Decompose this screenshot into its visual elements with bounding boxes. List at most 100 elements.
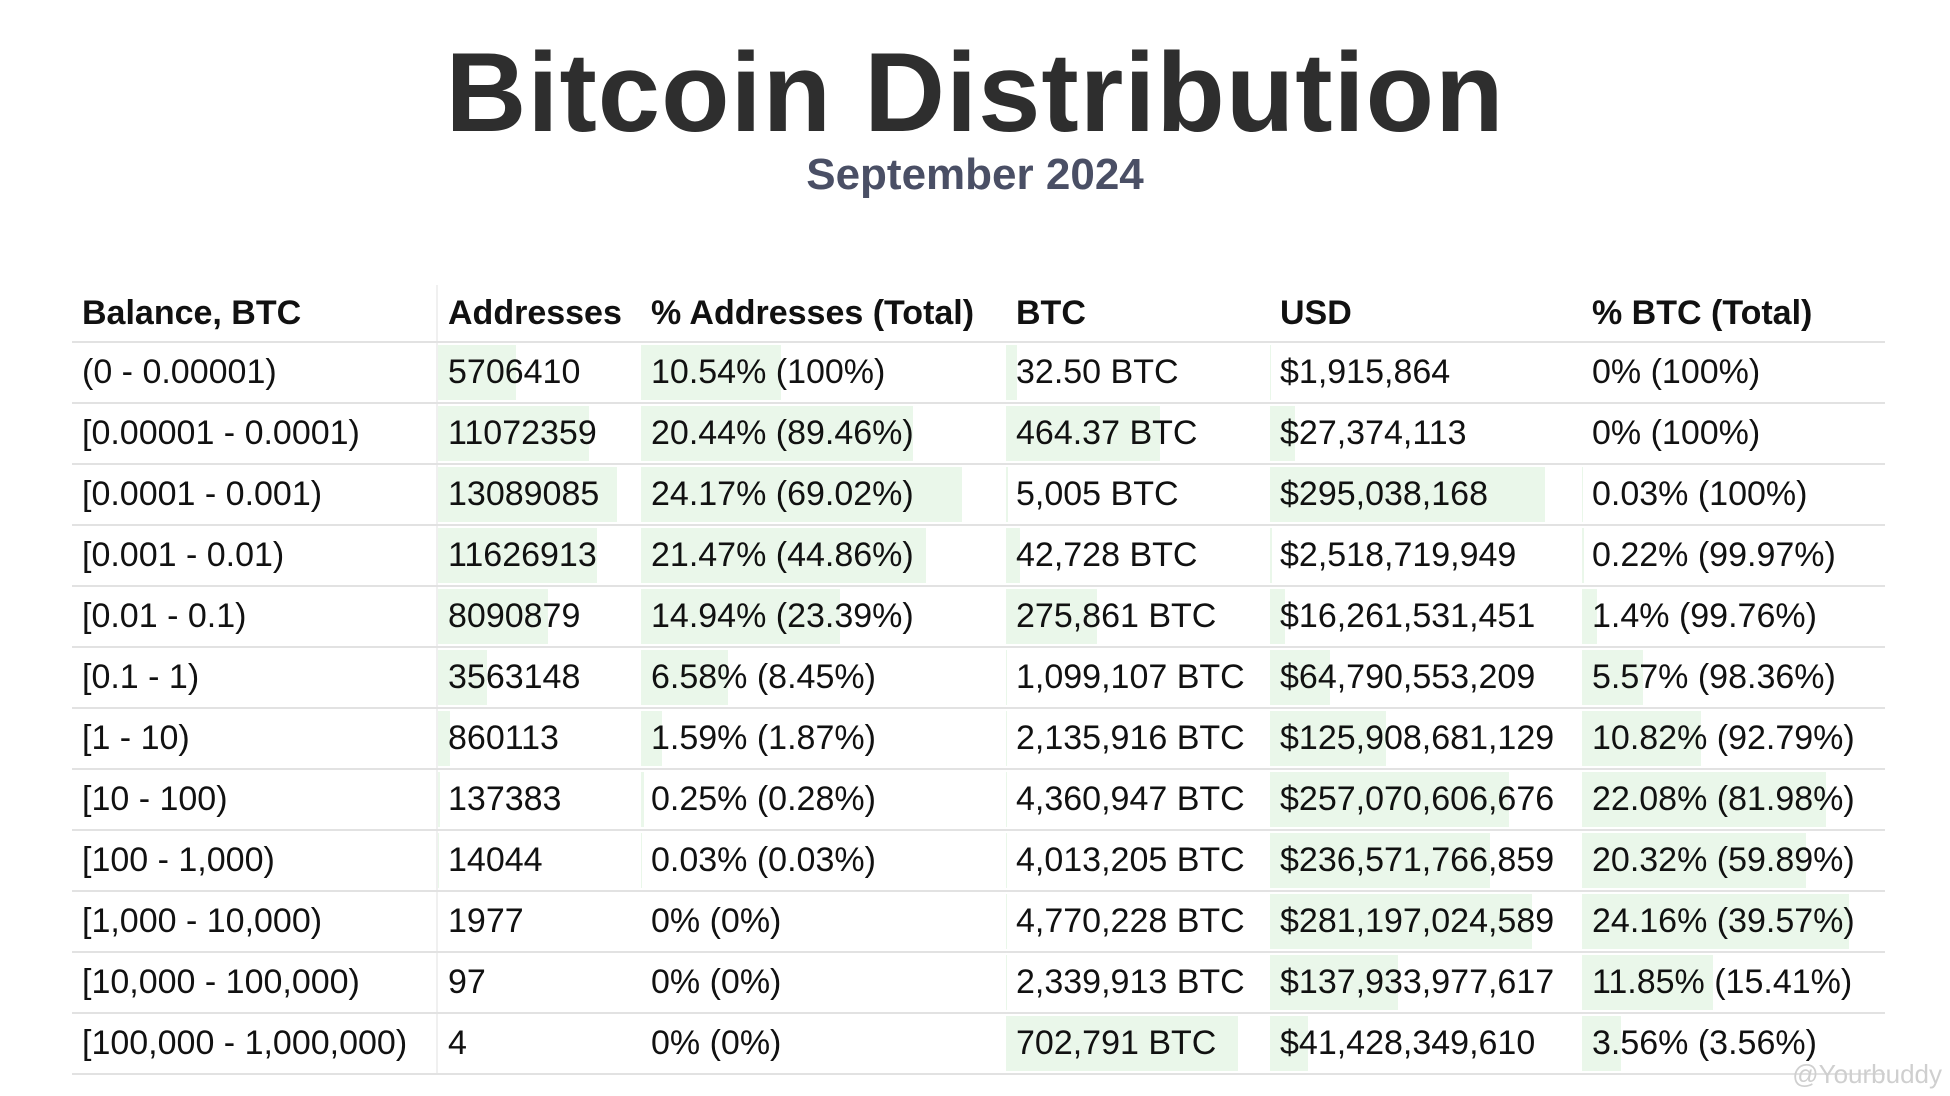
- data-bar: [1270, 406, 1296, 461]
- table-cell: 860113: [436, 708, 641, 770]
- cell-text: 275,861 BTC: [1016, 597, 1217, 635]
- data-bar: [1270, 894, 1532, 949]
- data-bar: [1006, 894, 1008, 949]
- table-cell: 6.58% (8.45%): [641, 647, 1006, 709]
- table-row: [1,000 - 10,000) 1977 0% (0%) 4,770,228 BTC…: [72, 891, 1885, 953]
- cell-text: (0 - 0.00001): [82, 353, 277, 391]
- table-row: [0.0001 - 0.001) 13089085 24.17% (69.02%) 5…: [72, 464, 1885, 526]
- cell-text: 0.22% (99.97%): [1592, 536, 1836, 574]
- table-cell: [0.001 - 0.01): [72, 525, 437, 587]
- table-cell: [100,000 - 1,000,000): [72, 1013, 437, 1075]
- cell-text: 0.03% (0.03%): [651, 841, 876, 879]
- data-bar: [438, 467, 617, 522]
- cell-text: $281,197,024,589: [1280, 902, 1555, 940]
- cell-text: 464.37 BTC: [1016, 414, 1198, 452]
- table-cell: 42,728 BTC: [1006, 525, 1270, 587]
- cell-text: 6.58% (8.45%): [651, 658, 876, 696]
- table-cell: 2,135,916 BTC: [1006, 708, 1270, 770]
- table-cell: 5,005 BTC: [1006, 464, 1270, 526]
- table-cell: 0% (100%): [1582, 342, 1885, 404]
- cell-text: $137,933,977,617: [1280, 963, 1555, 1001]
- cell-text: 5706410: [448, 353, 581, 391]
- cell-text: 0% (0%): [651, 1024, 782, 1062]
- cell-text: 24.17% (69.02%): [651, 475, 914, 513]
- data-bar: [1006, 833, 1008, 888]
- table-row: [100 - 1,000) 14044 0.03% (0.03%) 4,013,205…: [72, 830, 1885, 892]
- table-cell: 0.22% (99.97%): [1582, 525, 1885, 587]
- data-bar: [641, 711, 663, 766]
- table-cell: 5706410: [436, 342, 641, 404]
- table-cell: 4,360,947 BTC: [1006, 769, 1270, 831]
- table-row: (0 - 0.00001) 5706410 10.54% (100%) 32.50 B…: [72, 342, 1885, 404]
- cell-text: 11626913: [448, 536, 597, 574]
- table-cell: [100 - 1,000): [72, 830, 437, 892]
- column-header: BTC: [1006, 285, 1270, 343]
- cell-text: $125,908,681,129: [1280, 719, 1555, 757]
- table-cell: 97: [436, 952, 641, 1014]
- table-cell: 24.16% (39.57%): [1582, 891, 1885, 953]
- table-cell: 1,099,107 BTC: [1006, 647, 1270, 709]
- table-cell: [1,000 - 10,000): [72, 891, 437, 953]
- distribution-table: Balance, BTC Addresses% Addresses (Total)…: [72, 285, 1885, 1075]
- cell-text: 3563148: [448, 658, 581, 696]
- table-cell: [0.1 - 1): [72, 647, 437, 709]
- data-bar: [1006, 589, 1097, 644]
- table-cell: [0.0001 - 0.001): [72, 464, 437, 526]
- table-cell: $41,428,349,610: [1270, 1013, 1582, 1075]
- table-cell: 0% (0%): [641, 891, 1006, 953]
- data-bar: [1582, 589, 1598, 644]
- cell-text: 1.4% (99.76%): [1592, 597, 1817, 635]
- cell-text: 1,099,107 BTC: [1016, 658, 1245, 696]
- table-cell: 3563148: [436, 647, 641, 709]
- table-cell: 20.32% (59.89%): [1582, 830, 1885, 892]
- data-bar: [1270, 589, 1285, 644]
- table-cell: [0.00001 - 0.0001): [72, 403, 437, 465]
- cell-text: 11072359: [448, 414, 597, 452]
- table-cell: 0.03% (100%): [1582, 464, 1885, 526]
- cell-text: 20.44% (89.46%): [651, 414, 914, 452]
- table-cell: 0.25% (0.28%): [641, 769, 1006, 831]
- cell-text: $64,790,553,209: [1280, 658, 1536, 696]
- cell-text: 1.59% (1.87%): [651, 719, 876, 757]
- table-cell: 14044: [436, 830, 641, 892]
- table-cell: 22.08% (81.98%): [1582, 769, 1885, 831]
- header-row: Balance, BTC Addresses% Addresses (Total)…: [72, 285, 1885, 343]
- table-cell: 137383: [436, 769, 641, 831]
- data-bar: [1270, 955, 1398, 1010]
- cell-text: 2,135,916 BTC: [1016, 719, 1245, 757]
- cell-text: [0.1 - 1): [82, 658, 200, 696]
- cell-text: 8090879: [448, 597, 581, 635]
- table-cell: 24.17% (69.02%): [641, 464, 1006, 526]
- cell-text: 4,013,205 BTC: [1016, 841, 1245, 879]
- cell-text: 5,005 BTC: [1016, 475, 1179, 513]
- cell-text: [100 - 1,000): [82, 841, 275, 879]
- table-row: [1 - 10) 860113 1.59% (1.87%) 2,135,916 BTC…: [72, 708, 1885, 770]
- data-bar: [1006, 772, 1008, 827]
- table-cell: 3.56% (3.56%): [1582, 1013, 1885, 1075]
- cell-text: $16,261,531,451: [1280, 597, 1536, 635]
- column-header: % BTC (Total): [1582, 285, 1885, 343]
- table-cell: $137,933,977,617: [1270, 952, 1582, 1014]
- cell-text: 13089085: [448, 475, 600, 513]
- table-cell: $295,038,168: [1270, 464, 1582, 526]
- cell-text: [10,000 - 100,000): [82, 963, 360, 1001]
- cell-text: 42,728 BTC: [1016, 536, 1198, 574]
- cell-text: [0.00001 - 0.0001): [82, 414, 360, 452]
- data-bar: [1270, 528, 1272, 583]
- cell-text: $2,518,719,949: [1280, 536, 1517, 574]
- data-bar: [1006, 467, 1008, 522]
- table-cell: 0% (0%): [641, 952, 1006, 1014]
- cell-text: 0.03% (100%): [1592, 475, 1808, 513]
- table-cell: 1.4% (99.76%): [1582, 586, 1885, 648]
- data-bar: [438, 345, 516, 400]
- title: Bitcoin Distribution: [445, 30, 1505, 155]
- table-cell: 11072359: [436, 403, 641, 465]
- table-cell: 11626913: [436, 525, 641, 587]
- cell-text: [0.01 - 0.1): [82, 597, 247, 635]
- data-bar: [1006, 711, 1007, 766]
- data-bar: [1006, 955, 1007, 1010]
- cell-text: [100,000 - 1,000,000): [82, 1024, 408, 1062]
- data-bar: [1582, 711, 1702, 766]
- cell-text: $41,428,349,610: [1280, 1024, 1536, 1062]
